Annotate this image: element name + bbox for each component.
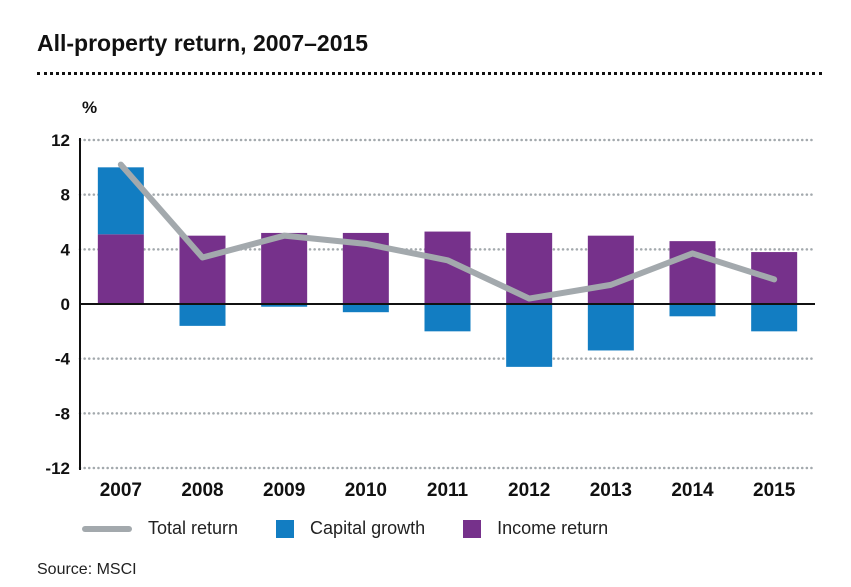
bar-income-return [261,232,308,304]
bar-capital-growth [506,304,553,367]
x-tick-label: 2008 [181,480,223,501]
y-tick-label: 12 [51,131,70,150]
legend-swatch-income-return [463,519,482,538]
legend-label: Income return [497,518,609,538]
bar-capital-growth [97,167,144,235]
bar-capital-growth [261,304,308,307]
bar-income-return [179,235,226,304]
x-tick-label: 2010 [345,480,387,501]
y-tick-label: -4 [55,350,71,369]
x-tick-label: 2012 [508,480,550,501]
bar-capital-growth [669,304,716,317]
y-tick-label: -12 [45,459,70,478]
bar-capital-growth [342,304,389,313]
title-divider [37,72,822,75]
legend-item-income-return: Income return [463,518,608,539]
bar-capital-growth [424,304,471,332]
y-tick-label: 0 [61,295,70,314]
bar-capital-growth [179,304,226,326]
x-tick-label: 2013 [590,480,632,501]
legend-item-total-return: Total return [82,518,238,539]
source-note: Source: MSCI [37,561,137,578]
x-tick-label: 2014 [671,480,714,501]
legend: Total return Capital growth Income retur… [82,518,646,539]
x-tick-label: 2009 [263,480,305,501]
bar-capital-growth [587,304,634,351]
legend-item-capital-growth: Capital growth [276,518,425,539]
y-axis-label: % [82,98,98,117]
chart-title: All-property return, 2007–2015 [37,30,369,56]
legend-swatch-total-return [82,525,132,532]
legend-label: Capital growth [310,518,426,538]
legend-label: Total return [148,518,239,538]
x-tick-label: 2007 [100,480,142,501]
bar-capital-growth [751,304,798,332]
bar-income-return [97,234,144,304]
x-tick-label: 2015 [753,480,796,501]
y-tick-label: 8 [61,186,70,205]
bar-income-return [587,235,634,304]
x-tick-label: 2011 [427,480,469,501]
y-tick-label: 4 [61,240,71,259]
y-tick-label: -8 [55,404,70,423]
legend-swatch-capital-growth [276,519,295,538]
